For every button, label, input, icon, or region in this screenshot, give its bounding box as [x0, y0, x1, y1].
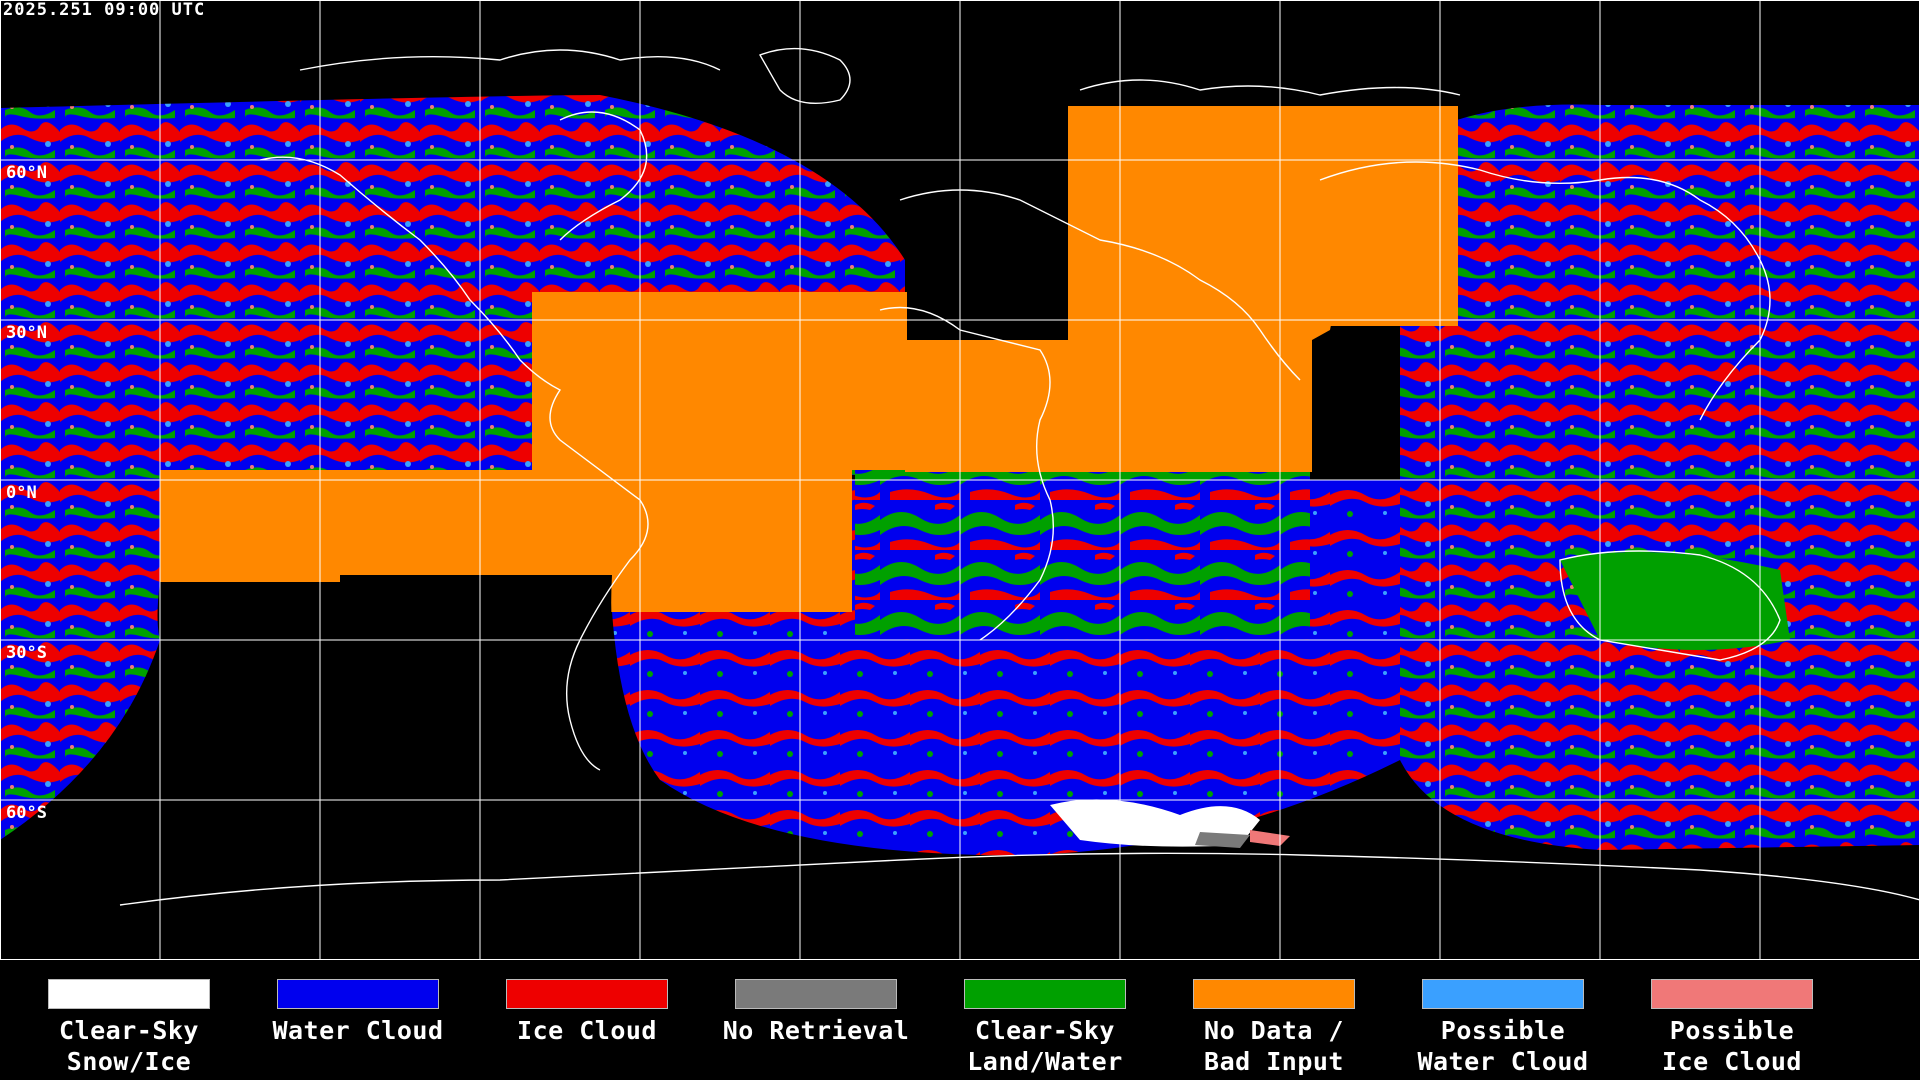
- legend-swatch: [1651, 979, 1813, 1009]
- lat-label-0n: 0°N: [6, 483, 37, 503]
- legend-item-possible-water-cloud: Possible Water Cloud: [1388, 979, 1618, 1077]
- legend-label: Ice Cloud: [517, 1016, 657, 1045]
- legend-label: Clear-Sky Land/Water: [967, 1016, 1123, 1076]
- legend-swatch: [506, 979, 668, 1009]
- legend-item-clear-sky-snow-ice: Clear-Sky Snow/Ice: [14, 979, 244, 1077]
- legend-item-clear-sky-land-water: Clear-Sky Land/Water: [930, 979, 1160, 1077]
- legend-item-ice-cloud: Ice Cloud: [472, 979, 702, 1046]
- legend-label: Clear-Sky Snow/Ice: [59, 1016, 199, 1076]
- lat-lon-grid: [0, 0, 1920, 960]
- lat-label-30s: 30°S: [6, 643, 47, 663]
- legend-item-no-retrieval: No Retrieval: [701, 979, 931, 1046]
- legend-item-no-data-bad-input: No Data / Bad Input: [1159, 979, 1389, 1077]
- legend-swatch: [277, 979, 439, 1009]
- legend-label: Water Cloud: [272, 1016, 444, 1045]
- legend-swatch: [1193, 979, 1355, 1009]
- legend-label: No Data / Bad Input: [1204, 1016, 1344, 1076]
- cloud-phase-map: [0, 0, 1920, 960]
- legend-item-possible-ice-cloud: Possible Ice Cloud: [1617, 979, 1847, 1077]
- legend-label: Possible Water Cloud: [1417, 1016, 1589, 1076]
- timestamp-label: 2025.251 09:00 UTC: [3, 0, 206, 20]
- lat-label-60s: 60°S: [6, 803, 47, 823]
- lat-label-60n: 60°N: [6, 163, 47, 183]
- legend-label: Possible Ice Cloud: [1662, 1016, 1802, 1076]
- legend-item-water-cloud: Water Cloud: [243, 979, 473, 1046]
- legend-label: No Retrieval: [722, 1016, 910, 1045]
- legend-swatch: [964, 979, 1126, 1009]
- lat-label-30n: 30°N: [6, 323, 47, 343]
- legend-swatch: [1422, 979, 1584, 1009]
- legend-swatch: [735, 979, 897, 1009]
- legend-swatch: [48, 979, 210, 1009]
- legend: Clear-Sky Snow/Ice Water Cloud Ice Cloud…: [0, 961, 1920, 1080]
